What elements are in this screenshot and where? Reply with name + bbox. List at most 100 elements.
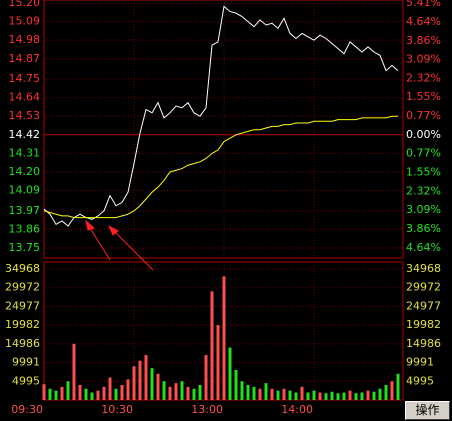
action-button[interactable]: 操作 (405, 401, 450, 420)
volume-bar (168, 386, 172, 400)
y-tick-label: 13.86 (9, 222, 41, 235)
volume-bar (138, 360, 142, 400)
volume-tick-label: 29972 (406, 281, 441, 294)
x-tick-label: 13:00 (191, 403, 223, 416)
volume-bar (282, 388, 286, 400)
volume-bar (42, 384, 46, 400)
volume-bar (258, 388, 262, 400)
volume-tick-label: 19982 (5, 318, 40, 331)
volume-bar (228, 347, 232, 400)
y-tick-label: 13.75 (9, 241, 41, 254)
volume-bar (330, 391, 334, 400)
volume-tick-label: 14986 (406, 337, 441, 350)
y-tick-label: 15.09 (9, 15, 41, 28)
y-tick-label: 14.20 (9, 165, 41, 178)
volume-bar (264, 383, 268, 400)
volume-bar (60, 386, 64, 400)
volume-bar (174, 383, 178, 400)
y2-tick-label: 1.55% (406, 90, 441, 103)
volume-bar (156, 373, 160, 400)
volume-tick-label: 14986 (5, 337, 40, 350)
volume-bar (384, 385, 388, 400)
x-tick-label: 14:00 (281, 403, 313, 416)
volume-bar (336, 393, 340, 400)
y2-tick-label: 0.00% (406, 128, 441, 141)
volume-bar (162, 381, 166, 400)
volume-bar (84, 388, 88, 400)
y2-tick-label: 3.86% (406, 34, 441, 47)
volume-tick-label: 9991 (406, 356, 434, 369)
volume-bar (192, 388, 196, 400)
volume-bar (54, 390, 58, 400)
volume-bar (216, 325, 220, 400)
volume-bar (90, 392, 94, 400)
volume-bar (102, 386, 106, 400)
volume-bar (96, 390, 100, 400)
y-tick-label: 14.87 (9, 52, 41, 65)
plot: 15.20 15.09 14.98 14.87 14.75 14.64 14.53 14.42… (5, 0, 441, 416)
volume-bar (144, 355, 148, 400)
volume-bar (204, 355, 208, 400)
volume-tick-label: 9991 (12, 356, 40, 369)
volume-bar (354, 393, 358, 400)
volume-bar (276, 390, 280, 400)
arrow (114, 231, 154, 271)
volume-bar (126, 379, 130, 400)
volume-bar (372, 391, 376, 400)
volume-bar (120, 385, 124, 400)
y-tick-label: 14.53 (9, 109, 41, 122)
volume-bar (72, 343, 76, 400)
y-tick-label: 14.09 (9, 184, 41, 197)
volume-bar (78, 385, 82, 400)
volume-tick-label: 4995 (12, 374, 40, 387)
y2-tick-label: 1.55% (406, 166, 441, 179)
volume-bar (396, 373, 400, 400)
y2-tick-label: 3.09% (406, 203, 441, 216)
arrow-head (107, 224, 119, 236)
y-tick-label: 15.20 (9, 0, 41, 9)
volume-bar (342, 392, 346, 400)
y-tick-label: 14.31 (9, 146, 41, 159)
volume-bar (324, 393, 328, 400)
volume-tick-label: 4995 (406, 374, 434, 387)
arrow-head (85, 219, 95, 231)
x-tick-label: 10:30 (101, 403, 133, 416)
y2-tick-label: 4.64% (406, 15, 441, 28)
volume-bar (210, 291, 214, 400)
annotation-arrows (85, 219, 154, 271)
volume-bar (108, 377, 112, 400)
y2-tick-label: 2.32% (406, 71, 441, 84)
volume-bar (132, 366, 136, 400)
volume-bar (270, 388, 274, 400)
volume-bar (300, 386, 304, 400)
volume-bar (150, 368, 154, 400)
volume-bar (186, 386, 190, 400)
x-tick-label: 09:30 (11, 403, 43, 416)
volume-bar (252, 386, 256, 400)
volume-bar (114, 388, 118, 400)
volume-tick-label: 24977 (406, 299, 441, 312)
volume-bar (312, 390, 316, 400)
volume-bar (366, 390, 370, 400)
volume-bar (240, 381, 244, 400)
volume-bar (318, 392, 322, 400)
y-tick-label: 13.97 (9, 204, 41, 217)
average-line (43, 115, 398, 219)
volume-tick-label: 29972 (5, 281, 40, 294)
volume-tick-label: 34968 (5, 262, 40, 275)
volume-bar (198, 385, 202, 400)
volume-bar (234, 370, 238, 400)
volume-tick-label: 24977 (5, 299, 40, 312)
volume-bar (246, 385, 250, 400)
y2-tick-label: 5.41% (406, 0, 441, 9)
volume-bar (288, 390, 292, 400)
volume-bar (348, 390, 352, 400)
volume-bar (390, 381, 394, 400)
volume-bar (48, 388, 52, 400)
y-tick-label: 14.64 (9, 91, 41, 104)
volume-tick-label: 34968 (406, 262, 441, 275)
y2-tick-label: 3.86% (406, 222, 441, 235)
volume-bar (222, 276, 226, 400)
y2-tick-label: 4.64% (406, 241, 441, 254)
